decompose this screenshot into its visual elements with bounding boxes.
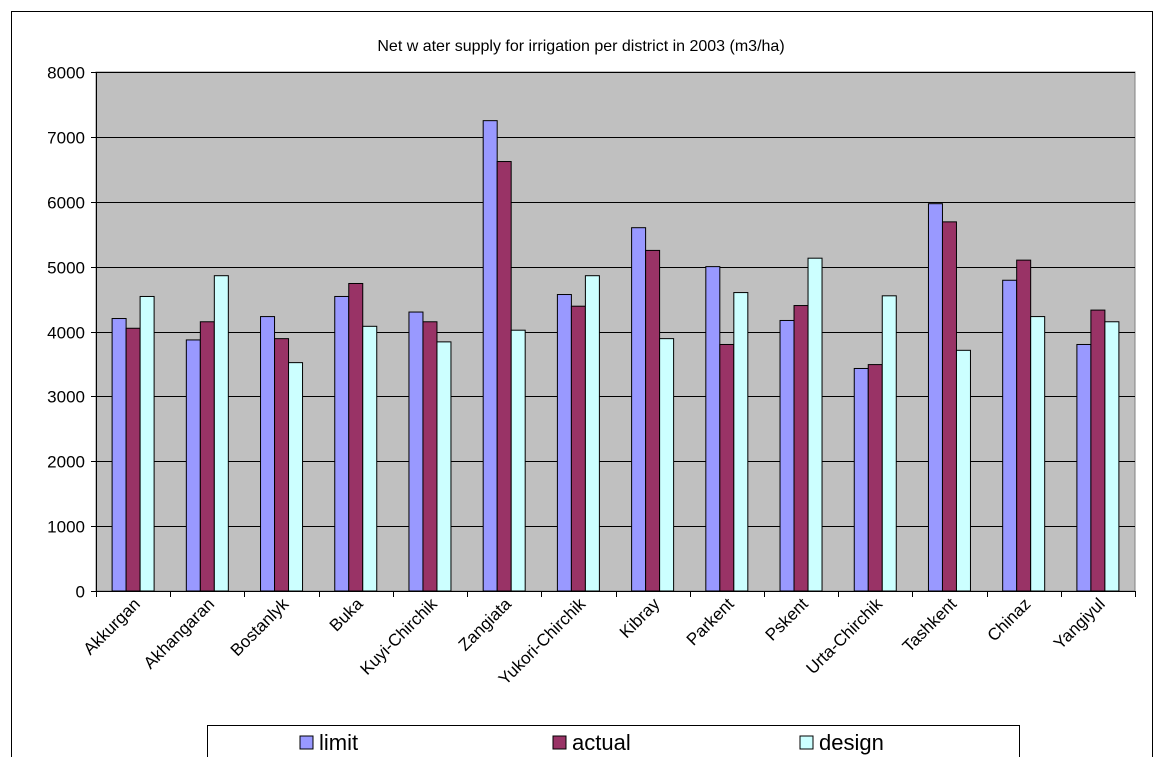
bar-design — [584, 275, 600, 592]
bar-limit — [556, 294, 572, 592]
bar-limit — [705, 266, 721, 592]
bar-design — [807, 257, 823, 592]
legend-swatch-limit — [299, 735, 314, 750]
bar-limit — [408, 311, 424, 592]
bar-limit — [927, 203, 943, 592]
bar-design — [659, 338, 675, 592]
bar-design — [436, 341, 452, 592]
bar-design — [881, 295, 897, 592]
bar-actual — [1090, 309, 1106, 592]
bar-actual — [867, 364, 883, 592]
bar-actual — [274, 338, 290, 592]
bar-limit — [1002, 279, 1018, 592]
bar-limit — [185, 339, 201, 592]
legend-swatch-design — [799, 735, 814, 750]
bar-design — [955, 349, 971, 592]
bar-actual — [1016, 259, 1032, 592]
bar-design — [1030, 316, 1046, 592]
y-tick-label: 4000 — [47, 324, 85, 343]
bar-design — [510, 329, 526, 592]
bar-actual — [422, 321, 438, 592]
bar-actual — [125, 327, 141, 592]
bar-actual — [719, 343, 735, 592]
bar-limit — [482, 120, 498, 592]
y-tick-label: 7000 — [47, 129, 85, 148]
legend-box — [207, 725, 1020, 762]
bar-design — [1104, 321, 1120, 592]
legend-label-design: design — [819, 730, 884, 755]
bar-design — [139, 295, 155, 592]
bar-design — [362, 325, 378, 592]
legend-label-limit: limit — [319, 730, 358, 755]
chart-title: Net w ater supply for irrigation per dis… — [377, 38, 784, 55]
bar-actual — [941, 221, 957, 592]
bar-actual — [793, 305, 809, 592]
bar-actual — [645, 249, 661, 592]
y-tick-label: 5000 — [47, 259, 85, 278]
y-tick-label: 3000 — [47, 388, 85, 407]
bar-design — [733, 292, 749, 592]
bar-actual — [496, 161, 512, 592]
legend-swatch-actual — [552, 735, 567, 750]
y-tick-label: 2000 — [47, 453, 85, 472]
bar-actual — [570, 305, 586, 592]
bar-limit — [853, 367, 869, 592]
bar-actual — [199, 321, 215, 592]
y-tick-label: 1000 — [47, 518, 85, 537]
y-tick-label: 0 — [76, 583, 85, 602]
bar-design — [288, 362, 304, 592]
y-tick-label: 6000 — [47, 194, 85, 213]
plot-area — [95, 71, 1136, 592]
bar-actual — [348, 282, 364, 592]
bar-design — [213, 275, 229, 592]
bar-limit — [631, 227, 647, 592]
bar-limit — [334, 295, 350, 592]
legend-label-actual: actual — [572, 730, 631, 755]
bar-limit — [260, 316, 276, 592]
bar-limit — [779, 319, 795, 592]
bar-limit — [111, 318, 127, 592]
y-tick-label: 8000 — [47, 64, 85, 83]
bar-limit — [1076, 343, 1092, 592]
